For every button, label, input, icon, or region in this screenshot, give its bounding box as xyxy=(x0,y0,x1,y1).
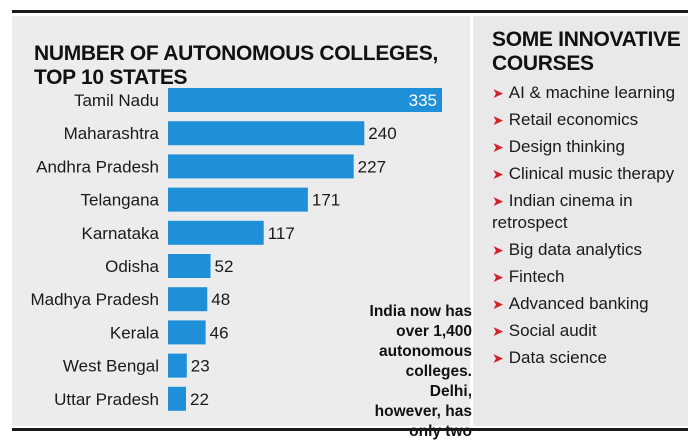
bar xyxy=(168,254,211,278)
value-label: 227 xyxy=(358,157,386,176)
category-label: Odisha xyxy=(105,257,159,276)
value-label: 117 xyxy=(268,224,295,243)
bar xyxy=(168,121,365,146)
course-item: ➤ Clinical music therapy xyxy=(492,163,682,185)
arrow-bullet-icon: ➤ xyxy=(492,139,504,155)
course-item: ➤ Indian cinema in retrospect xyxy=(492,190,682,234)
bar xyxy=(168,386,186,411)
course-name: Fintech xyxy=(508,267,565,286)
course-name: Social audit xyxy=(508,321,597,340)
arrow-bullet-icon: ➤ xyxy=(492,296,504,312)
top-rule xyxy=(12,10,688,13)
course-item: ➤ Social audit xyxy=(492,320,682,342)
course-name: AI & machine learning xyxy=(508,83,676,102)
category-label: Uttar Pradesh xyxy=(54,390,159,409)
annotation-note: India now has over 1,400 autonomous coll… xyxy=(369,303,472,440)
course-item: ➤ Data science xyxy=(492,347,682,369)
chart-panel: NUMBER OF AUTONOMOUS COLLEGES, TOP 10 ST… xyxy=(12,16,472,440)
arrow-bullet-icon: ➤ xyxy=(492,350,504,366)
arrow-bullet-icon: ➤ xyxy=(492,85,504,101)
category-label: West Bengal xyxy=(63,357,159,376)
course-name: Design thinking xyxy=(508,137,625,156)
category-label: Andhra Pradesh xyxy=(36,157,159,176)
bar xyxy=(168,353,187,378)
bottom-rule xyxy=(12,428,688,431)
course-item: ➤ AI & machine learning xyxy=(492,82,682,104)
course-name: Advanced banking xyxy=(508,294,649,313)
bar xyxy=(168,154,354,179)
category-label: Maharashtra xyxy=(64,124,160,143)
course-item: ➤ Retail economics xyxy=(492,109,682,131)
chart-title: NUMBER OF AUTONOMOUS COLLEGES, TOP 10 ST… xyxy=(34,42,439,89)
course-item: ➤ Design thinking xyxy=(492,136,682,158)
arrow-bullet-icon: ➤ xyxy=(492,269,504,285)
arrow-bullet-icon: ➤ xyxy=(492,242,504,258)
value-label: 48 xyxy=(211,290,230,309)
value-label: 335 xyxy=(409,91,437,110)
arrow-bullet-icon: ➤ xyxy=(492,166,504,182)
category-label: Karnataka xyxy=(82,224,160,243)
value-label: 52 xyxy=(215,257,234,276)
course-item: ➤ Fintech xyxy=(492,266,682,288)
bar xyxy=(168,287,208,312)
bar xyxy=(168,187,308,212)
value-label: 240 xyxy=(368,124,396,143)
bar-chart: Tamil Nadu 335 Maharashtra 240 Andhra Prades… xyxy=(30,88,442,411)
value-label: 22 xyxy=(190,390,209,409)
bar xyxy=(168,320,206,345)
arrow-bullet-icon: ➤ xyxy=(492,323,504,339)
course-item: ➤ Big data analytics xyxy=(492,239,682,261)
value-label: 171 xyxy=(312,191,340,210)
arrow-bullet-icon: ➤ xyxy=(492,112,504,128)
course-name: Indian cinema in retrospect xyxy=(492,191,633,232)
courses-title: SOME INNOVATIVE COURSES xyxy=(492,28,681,75)
course-item: ➤ Advanced banking xyxy=(492,293,682,315)
category-label: Madhya Pradesh xyxy=(30,290,159,309)
course-name: Big data analytics xyxy=(508,240,642,259)
course-name: Clinical music therapy xyxy=(508,164,675,183)
value-label: 23 xyxy=(191,357,210,376)
category-label: Tamil Nadu xyxy=(74,91,159,110)
bar xyxy=(168,88,442,112)
bar xyxy=(168,220,264,245)
value-label: 46 xyxy=(210,323,229,342)
category-label: Telangana xyxy=(81,191,160,210)
arrow-bullet-icon: ➤ xyxy=(492,193,504,209)
course-name: Retail economics xyxy=(508,110,639,129)
courses-panel: SOME INNOVATIVE COURSES ➤ AI & machine le… xyxy=(473,16,688,426)
course-name: Data science xyxy=(508,348,608,367)
category-label: Kerala xyxy=(110,323,160,342)
course-list: ➤ AI & machine learning ➤ Retail economics ➤… xyxy=(492,82,682,374)
